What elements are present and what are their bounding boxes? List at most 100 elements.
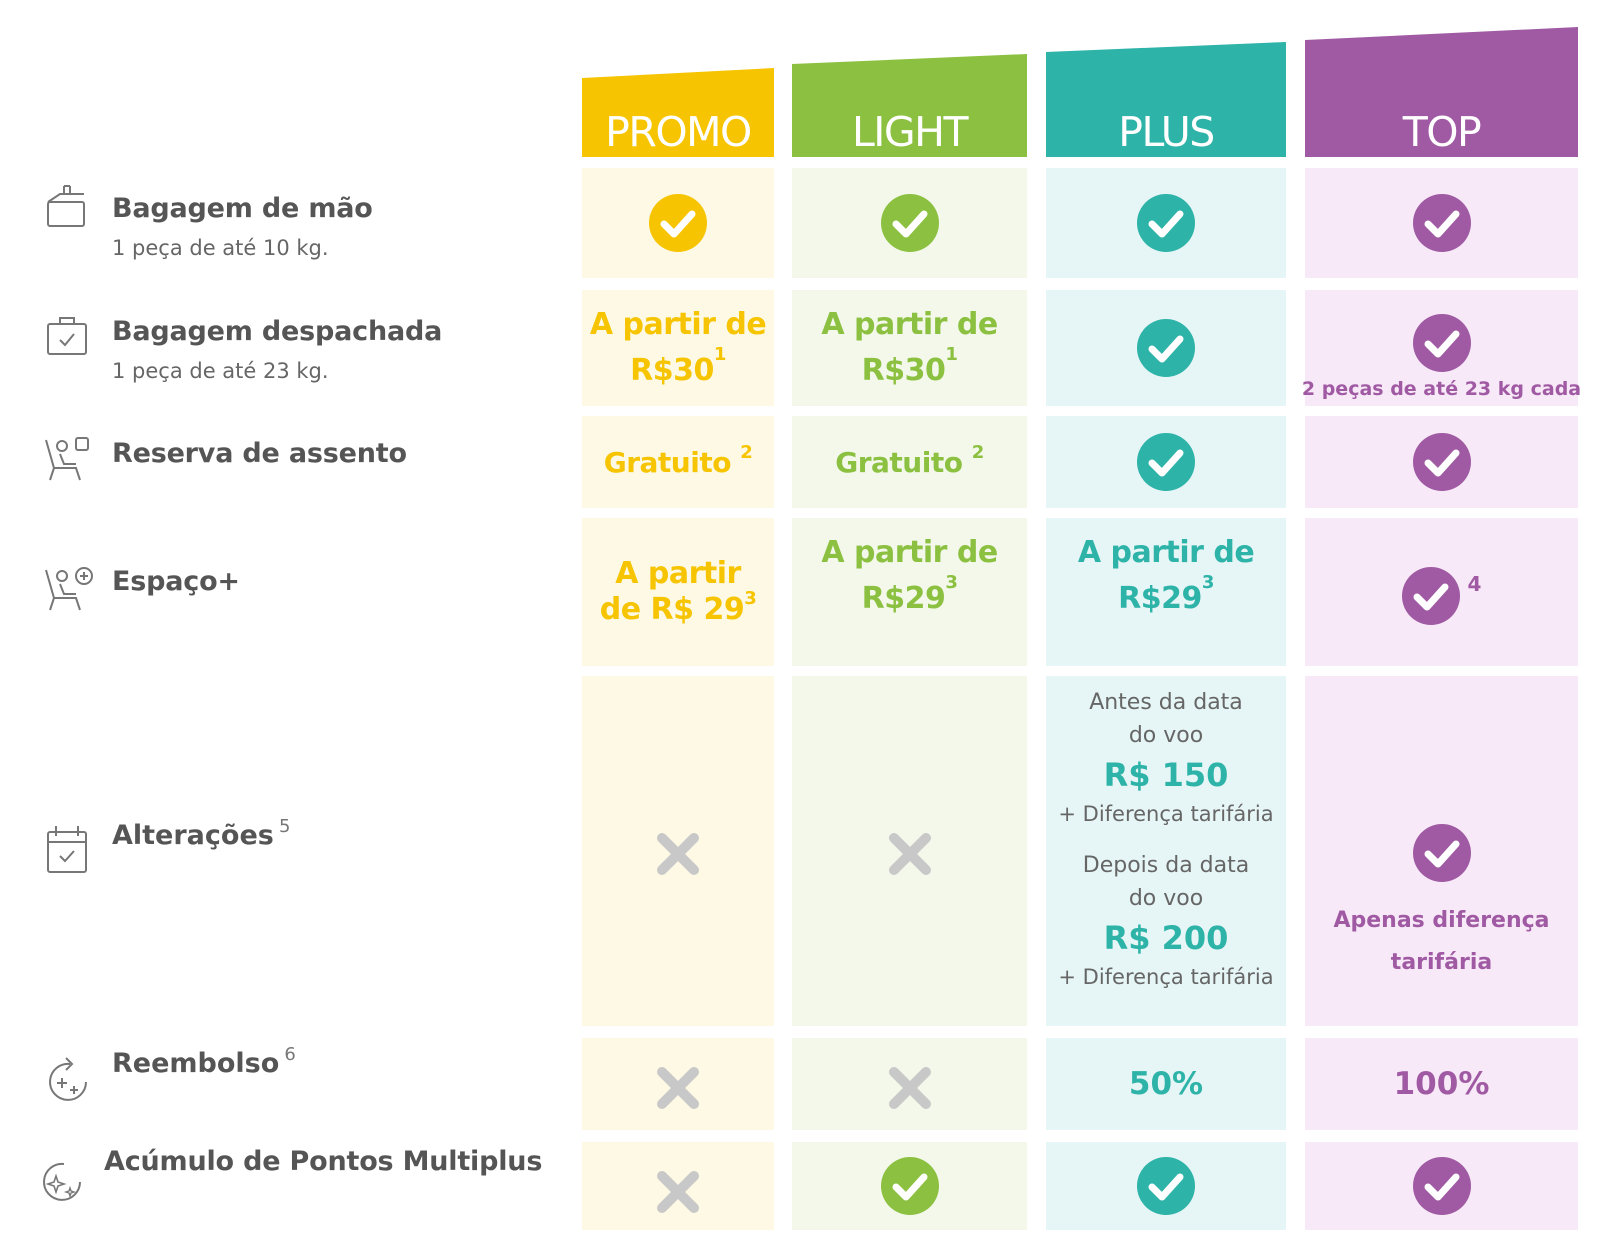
cell-changes-light [792, 676, 1027, 1026]
price-amount: de R$ 29 [599, 592, 745, 627]
footnote-mark: 1 [713, 344, 727, 365]
calendar-icon [47, 826, 87, 873]
cross-icon [657, 1171, 699, 1213]
cell-changes-promo [582, 676, 774, 1026]
changes-after-line1: Depois da data [1082, 853, 1250, 878]
price-amount: R$29 [1118, 581, 1202, 616]
price-value: R$293 [1118, 574, 1214, 622]
plan-name-light: LIGHT [851, 108, 969, 156]
price-amount: R$30 [630, 353, 714, 388]
feature-changes-label: Alterações 5 [112, 818, 290, 852]
price-value: de R$ 293 [599, 590, 757, 628]
header-promo: PROMO [582, 0, 774, 160]
refund-icon [49, 1057, 87, 1101]
footnote-mark: 2 [971, 441, 985, 463]
feature-sub-checked-bag: 1 peça de até 23 kg. [112, 359, 329, 383]
header-light: LIGHT [792, 0, 1027, 160]
changes-before-line1: Antes da data [1089, 690, 1243, 715]
header-top-bg [1305, 27, 1578, 157]
check-icon [649, 194, 707, 252]
feature-title-checked-bag: Bagagem despachada [112, 316, 443, 347]
cell-hand-bag-light [792, 168, 1027, 278]
cross-icon [657, 833, 699, 875]
price-prefix: A partir de [589, 307, 767, 342]
cell-points-light [792, 1142, 1027, 1230]
changes-after-diff: + Diferença tarifária [1058, 965, 1274, 989]
cell-points-plus [1046, 1142, 1286, 1230]
seat-icon [45, 437, 89, 481]
footnote-mark: 1 [945, 344, 958, 365]
cell-seat-light: Gratuito 2 [792, 416, 1027, 508]
feature-title-hand-bag: Bagagem de mão [112, 193, 373, 224]
feature-footnote-refund: 6 [284, 1044, 296, 1065]
check-icon [1137, 433, 1195, 491]
feature-title-space: Espaço+ [112, 566, 240, 597]
feature-title-changes: Alterações [112, 820, 274, 851]
price-amount: R$29 [861, 581, 946, 616]
price-value: R$293 [861, 574, 958, 622]
points-sparkle-icon [43, 1162, 81, 1201]
footnote-mark: 3 [744, 588, 757, 609]
changes-before-price: R$ 150 [1103, 756, 1229, 794]
seat-label: Gratuito [835, 445, 963, 479]
cell-refund-light [792, 1038, 1027, 1130]
cell-points-top [1305, 1142, 1578, 1230]
price-prefix: A partir de [1077, 535, 1255, 570]
check-icon [880, 1157, 939, 1215]
checked-bag-top-note: 2 peças de até 23 kg cada [1301, 378, 1582, 400]
extra-space-seat-icon [45, 567, 93, 611]
cross-icon [888, 1067, 931, 1109]
check-icon [1137, 319, 1195, 377]
changes-top-line1: Apenas diferença [1333, 908, 1550, 933]
check-icon [1401, 567, 1460, 625]
price-amount: R$30 [861, 353, 946, 388]
changes-after-price: R$ 200 [1103, 919, 1229, 957]
feature-title-points: Acúmulo de Pontos Multiplus [104, 1146, 543, 1177]
refund-value: 50% [1128, 1066, 1204, 1102]
checked-bag-icon [47, 317, 87, 355]
check-icon [1137, 1157, 1195, 1215]
cell-changes-top: Apenas diferença tarifária [1305, 676, 1578, 1026]
cross-icon [657, 1067, 699, 1109]
cell-space-light: A partir de R$293 [792, 518, 1027, 666]
cell-checked-bag-light: A partir de R$301 [792, 290, 1027, 406]
cell-refund-top: 100% [1305, 1038, 1578, 1130]
price-prefix: A partir de [821, 535, 998, 570]
cell-seat-promo: Gratuito 2 [582, 416, 774, 508]
header-light-bg [792, 54, 1027, 157]
cell-changes-plus: Antes da data do voo R$ 150 + Diferença … [1046, 676, 1286, 1026]
footnote-mark: 3 [1201, 572, 1215, 593]
cell-refund-promo [582, 1038, 774, 1130]
cell-space-plus: A partir de R$293 [1046, 518, 1286, 666]
cell-points-promo [582, 1142, 774, 1230]
cell-hand-bag-promo [582, 168, 774, 278]
changes-before-line2: do voo [1128, 723, 1204, 748]
cell-checked-bag-promo: A partir de R$301 [582, 290, 774, 406]
plan-name-top: TOP [1402, 108, 1482, 156]
check-icon [1412, 433, 1471, 491]
plan-name-promo: PROMO [605, 108, 752, 156]
header-plus-bg [1046, 42, 1286, 157]
price-prefix: A partir [615, 556, 741, 591]
header-top: TOP [1305, 0, 1578, 160]
plan-name-plus: PLUS [1118, 108, 1215, 156]
cell-checked-bag-plus [1046, 290, 1286, 406]
feature-title-seat: Reserva de assento [112, 438, 407, 469]
refund-value: 100% [1393, 1066, 1490, 1102]
cell-hand-bag-plus [1046, 168, 1286, 278]
cross-icon [888, 833, 931, 875]
price-value: R$301 [630, 346, 726, 394]
seat-value: Gratuito 2 [835, 443, 984, 479]
cell-space-promo: A partir de R$ 293 [582, 518, 774, 666]
footnote-mark: 3 [945, 572, 958, 593]
changes-top-line2: tarifária [1390, 950, 1493, 975]
check-icon [1412, 1157, 1471, 1215]
cell-refund-plus: 50% [1046, 1038, 1286, 1130]
cell-space-top: 4 [1305, 518, 1578, 666]
check-icon [1137, 194, 1195, 252]
cell-seat-plus [1046, 416, 1286, 508]
cell-seat-top [1305, 416, 1578, 508]
price-prefix: A partir de [821, 307, 998, 342]
feature-footnote-changes: 5 [278, 816, 291, 837]
seat-value: Gratuito 2 [604, 443, 753, 479]
